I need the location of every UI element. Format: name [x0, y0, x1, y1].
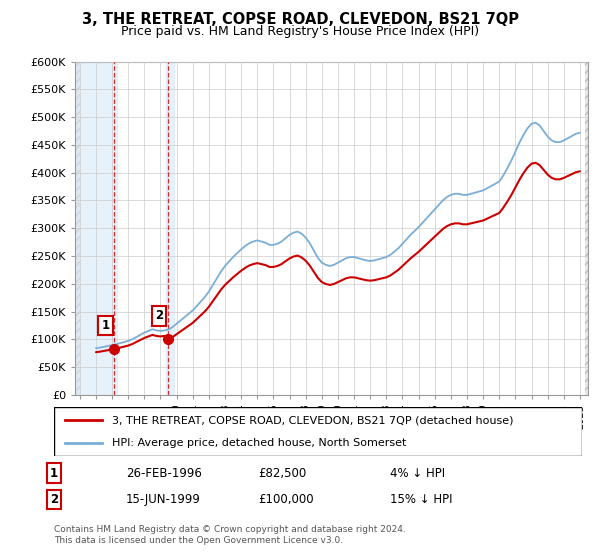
Text: 1: 1 — [50, 466, 58, 480]
Text: 26-FEB-1996: 26-FEB-1996 — [126, 466, 202, 480]
Text: £82,500: £82,500 — [258, 466, 306, 480]
Text: 2: 2 — [50, 493, 58, 506]
Text: Price paid vs. HM Land Registry's House Price Index (HPI): Price paid vs. HM Land Registry's House … — [121, 25, 479, 38]
Text: 15% ↓ HPI: 15% ↓ HPI — [390, 493, 452, 506]
Text: HPI: Average price, detached house, North Somerset: HPI: Average price, detached house, Nort… — [112, 438, 406, 448]
Text: 2: 2 — [155, 310, 163, 323]
Bar — [75, 62, 116, 395]
Text: 3, THE RETREAT, COPSE ROAD, CLEVEDON, BS21 7QP (detached house): 3, THE RETREAT, COPSE ROAD, CLEVEDON, BS… — [112, 416, 514, 426]
Bar — [166, 62, 173, 395]
Text: 4% ↓ HPI: 4% ↓ HPI — [390, 466, 445, 480]
Text: 3, THE RETREAT, COPSE ROAD, CLEVEDON, BS21 7QP: 3, THE RETREAT, COPSE ROAD, CLEVEDON, BS… — [82, 12, 518, 27]
Text: 1: 1 — [101, 319, 109, 332]
Text: Contains HM Land Registry data © Crown copyright and database right 2024.
This d: Contains HM Land Registry data © Crown c… — [54, 525, 406, 545]
Text: 15-JUN-1999: 15-JUN-1999 — [126, 493, 201, 506]
Text: £100,000: £100,000 — [258, 493, 314, 506]
